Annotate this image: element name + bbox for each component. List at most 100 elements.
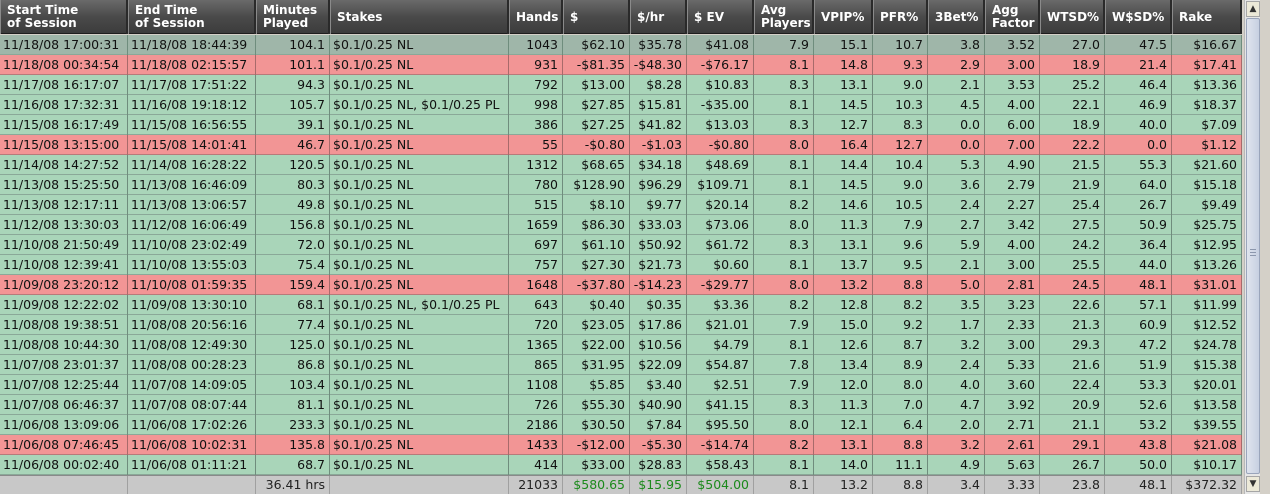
total-stakes [330,476,509,494]
cell-hands: 1433 [509,435,563,455]
cell-bet3: 3.5 [928,295,985,315]
table-row[interactable]: 11/07/08 23:01:37 11/08/08 00:28:23 86.8 $0… [0,355,1242,375]
cell-start: 11/13/08 15:25:50 [0,175,128,195]
scroll-down-button[interactable]: ▼ [1246,476,1260,492]
cell-agg: 3.00 [985,255,1040,275]
vertical-scrollbar[interactable]: ▲ ▼ [1244,0,1260,494]
cell-vpip: 14.5 [814,95,873,115]
cell-hands: 1648 [509,275,563,295]
cell-end: 11/08/08 20:56:16 [128,315,256,335]
cell-end: 11/06/08 10:02:31 [128,435,256,455]
column-header-wtsd[interactable]: WTSD% [1040,0,1105,34]
cell-wtsd: 26.7 [1040,455,1105,475]
column-header-dollars[interactable]: $ [563,0,630,34]
table-row[interactable]: 11/07/08 12:25:44 11/07/08 14:09:05 103.4 $… [0,375,1242,395]
cell-per_hr: $33.03 [630,215,687,235]
table-row[interactable]: 11/08/08 10:44:30 11/08/08 12:49:30 125.0 $… [0,335,1242,355]
cell-pfr: 10.7 [873,35,928,55]
cell-start: 11/10/08 12:39:41 [0,255,128,275]
table-row[interactable]: 11/08/08 19:38:51 11/08/08 20:56:16 77.4 $0… [0,315,1242,335]
cell-wtsd: 18.9 [1040,115,1105,135]
table-row[interactable]: 11/10/08 21:50:49 11/10/08 23:02:49 72.0 $0… [0,235,1242,255]
cell-stakes: $0.1/0.25 NL [330,175,509,195]
table-row[interactable]: 11/07/08 06:46:37 11/07/08 08:07:44 81.1 $0… [0,395,1242,415]
column-header-agg[interactable]: Agg Factor [985,0,1040,34]
table-row[interactable]: 11/12/08 13:30:03 11/12/08 16:06:49 156.8 $… [0,215,1242,235]
cell-wtsd: 27.5 [1040,215,1105,235]
column-header-bet3[interactable]: 3Bet% [928,0,985,34]
cell-minutes: 105.7 [256,95,330,115]
table-row[interactable]: 11/09/08 23:20:12 11/10/08 01:59:35 159.4 $… [0,275,1242,295]
table-row[interactable]: 11/06/08 13:09:06 11/06/08 17:02:26 233.3 $… [0,415,1242,435]
cell-wtsd: 27.0 [1040,35,1105,55]
column-header-rake[interactable]: Rake [1172,0,1242,34]
cell-dollars: $86.30 [563,215,630,235]
table-row[interactable]: 11/16/08 17:32:31 11/16/08 19:18:12 105.7 $… [0,95,1242,115]
table-row[interactable]: 11/13/08 15:25:50 11/13/08 16:46:09 80.3 $0… [0,175,1242,195]
table-row[interactable]: 11/09/08 12:22:02 11/09/08 13:30:10 68.1 $0… [0,295,1242,315]
cell-avg_players: 8.2 [754,435,814,455]
table-row[interactable]: 11/17/08 16:17:07 11/17/08 17:51:22 94.3 $0… [0,75,1242,95]
cell-minutes: 68.1 [256,295,330,315]
scroll-thumb[interactable] [1246,18,1260,474]
cell-minutes: 120.5 [256,155,330,175]
table-row[interactable]: 11/15/08 16:17:49 11/15/08 16:56:55 39.1 $0… [0,115,1242,135]
table-row[interactable]: 11/13/08 12:17:11 11/13/08 13:06:57 49.8 $0… [0,195,1242,215]
cell-stakes: $0.1/0.25 NL [330,115,509,135]
table-row[interactable]: 11/06/08 07:46:45 11/06/08 10:02:31 135.8 $… [0,435,1242,455]
cell-minutes: 86.8 [256,355,330,375]
cell-per_hr: $3.40 [630,375,687,395]
cell-per_hr: -$48.30 [630,55,687,75]
cell-wsd: 53.2 [1105,415,1172,435]
cell-start: 11/15/08 13:15:00 [0,135,128,155]
cell-stakes: $0.1/0.25 NL [330,195,509,215]
column-header-hands[interactable]: Hands [509,0,563,34]
scroll-up-button[interactable]: ▲ [1246,1,1260,17]
sessions-grid[interactable]: Start Time of Session End Time of Session… [0,0,1242,494]
total-wsd: 48.1 [1105,476,1172,494]
cell-avg_players: 8.2 [754,295,814,315]
column-header-wsd[interactable]: W$SD% [1105,0,1172,34]
cell-agg: 4.00 [985,95,1040,115]
cell-wsd: 46.4 [1105,75,1172,95]
cell-end: 11/08/08 00:28:23 [128,355,256,375]
column-header-start[interactable]: Start Time of Session [0,0,128,34]
cell-wsd: 43.8 [1105,435,1172,455]
table-row[interactable]: 11/10/08 12:39:41 11/10/08 13:55:03 75.4 $0… [0,255,1242,275]
cell-pfr: 9.2 [873,315,928,335]
cell-ev: $2.51 [687,375,754,395]
cell-dollars: $31.95 [563,355,630,375]
cell-pfr: 9.5 [873,255,928,275]
cell-per_hr: $7.84 [630,415,687,435]
table-row[interactable]: 11/15/08 13:15:00 11/15/08 14:01:41 46.7 $0… [0,135,1242,155]
cell-dollars: $0.40 [563,295,630,315]
cell-ev: -$14.74 [687,435,754,455]
cell-bet3: 0.0 [928,135,985,155]
total-start [0,476,128,494]
table-row[interactable]: 11/06/08 00:02:40 11/06/08 01:11:21 68.7 $0… [0,455,1242,475]
cell-agg: 3.53 [985,75,1040,95]
cell-agg: 3.00 [985,335,1040,355]
column-header-end[interactable]: End Time of Session [128,0,256,34]
column-header-minutes[interactable]: Minutes Played [256,0,330,34]
table-row[interactable]: 11/18/08 17:00:31 11/18/08 18:44:39 104.1 $… [0,35,1242,55]
cell-wtsd: 24.5 [1040,275,1105,295]
table-row[interactable]: 11/14/08 14:27:52 11/14/08 16:28:22 120.5 $… [0,155,1242,175]
cell-stakes: $0.1/0.25 NL [330,275,509,295]
column-header-per_hr[interactable]: $/hr [630,0,687,34]
cell-minutes: 156.8 [256,215,330,235]
column-header-stakes[interactable]: Stakes [330,0,509,34]
totals-row: 36.41 hrs 21033 $580.65 $15.95 $504.00 8.1 13.… [0,475,1242,494]
column-header-pfr[interactable]: PFR% [873,0,928,34]
cell-stakes: $0.1/0.25 NL [330,435,509,455]
cell-bet3: 0.0 [928,115,985,135]
cell-per_hr: -$1.03 [630,135,687,155]
column-header-ev[interactable]: $ EV [687,0,754,34]
table-row[interactable]: 11/18/08 00:34:54 11/18/08 02:15:57 101.1 $… [0,55,1242,75]
cell-start: 11/06/08 13:09:06 [0,415,128,435]
column-header-avg_players[interactable]: Avg Players [754,0,814,34]
column-header-vpip[interactable]: VPIP% [814,0,873,34]
cell-ev: $0.60 [687,255,754,275]
cell-stakes: $0.1/0.25 NL [330,235,509,255]
cell-wsd: 50.0 [1105,455,1172,475]
